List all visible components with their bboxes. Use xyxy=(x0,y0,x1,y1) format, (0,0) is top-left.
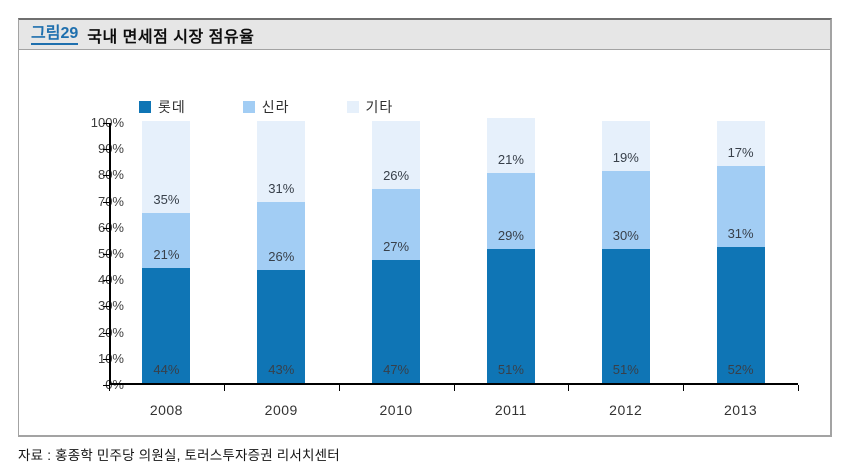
segment-shilla-2010: 27% xyxy=(372,189,421,260)
segment-etc-2008: 35% xyxy=(142,121,191,213)
x-axis-label-2013: 2013 xyxy=(724,402,758,418)
x-tick-mark xyxy=(223,385,225,391)
x-axis-label-2011: 2011 xyxy=(494,402,527,418)
segment-lotte-2008: 44% xyxy=(142,267,191,383)
x-tick-mark xyxy=(683,385,685,391)
segment-shilla-2013: 31% xyxy=(716,165,765,247)
segment-lotte-2009: 43% xyxy=(257,270,306,383)
y-tick-mark xyxy=(103,201,109,203)
bar-2012: 51% 30% 19% xyxy=(601,121,650,383)
x-axis-label-2009: 2009 xyxy=(264,402,298,418)
y-tick-mark xyxy=(103,254,109,255)
x-tick-mark xyxy=(798,385,799,391)
segment-value-label: 51% xyxy=(497,362,524,377)
x-tick-mark xyxy=(568,385,570,391)
bar-2009: 43% 26% 31% xyxy=(257,121,306,383)
segment-value-label: 43% xyxy=(268,362,295,377)
segment-shilla-2011: 29% xyxy=(486,173,535,250)
segment-etc-2009: 31% xyxy=(257,121,306,203)
segment-etc-2012: 19% xyxy=(601,121,650,171)
y-tick-mark xyxy=(103,123,109,124)
legend-swatch-lotte xyxy=(139,101,151,113)
segment-value-label: 47% xyxy=(383,362,410,377)
y-tick-mark xyxy=(103,227,109,229)
segment-value-label: 51% xyxy=(612,362,639,377)
y-tick-mark xyxy=(103,280,109,282)
segment-value-label: 30% xyxy=(612,228,639,244)
x-tick-mark xyxy=(109,385,110,391)
segment-value-label: 26% xyxy=(383,168,410,184)
legend-item-etc: 기타 xyxy=(346,97,394,117)
bar-2008: 44% 21% 35% xyxy=(142,121,191,383)
bar-2010: 47% 27% 26% xyxy=(372,121,421,383)
y-tick-mark xyxy=(103,175,109,177)
y-tick-mark xyxy=(103,332,109,334)
segment-value-label: 52% xyxy=(727,362,754,377)
segment-value-label: 26% xyxy=(268,249,295,265)
x-axis-label-2010: 2010 xyxy=(379,402,413,418)
legend-item-lotte: 롯데 xyxy=(139,97,186,117)
bar-2013: 52% 31% 17% xyxy=(716,121,765,383)
segment-value-label: 29% xyxy=(497,228,524,244)
legend-swatch-etc xyxy=(346,101,359,113)
segment-lotte-2013: 52% xyxy=(716,246,765,383)
chart-legend: 롯데 신라 기타 xyxy=(139,97,393,117)
segment-value-label: 19% xyxy=(612,149,639,165)
segment-value-label: 21% xyxy=(497,152,524,168)
segment-etc-2013: 17% xyxy=(716,121,765,166)
segment-shilla-2009: 26% xyxy=(257,202,306,271)
y-tick-mark xyxy=(103,149,109,151)
segment-value-label: 27% xyxy=(383,238,410,254)
x-axis-label-2012: 2012 xyxy=(609,402,643,418)
legend-swatch-shilla xyxy=(242,101,255,113)
segment-lotte-2011: 51% xyxy=(486,249,535,383)
segment-shilla-2012: 30% xyxy=(601,170,650,250)
x-axis-label-2008: 2008 xyxy=(149,402,183,418)
x-tick-mark xyxy=(338,385,340,391)
figure-header: 그림29 국내 면세점 시장 점유율 xyxy=(19,20,830,50)
segment-value-label: 31% xyxy=(727,225,754,241)
segment-value-label: 31% xyxy=(268,181,295,197)
segment-etc-2011: 21% xyxy=(486,118,535,174)
segment-shilla-2008: 21% xyxy=(142,212,191,268)
x-tick-mark xyxy=(453,385,455,391)
segment-value-label: 35% xyxy=(153,191,180,207)
legend-label: 롯데 xyxy=(158,99,186,115)
figure-title: 국내 면세점 시장 점유율 xyxy=(87,28,255,46)
bar-2011: 51% 29% 21% xyxy=(486,118,535,383)
segment-value-label: 21% xyxy=(153,246,180,262)
legend-item-shilla: 신라 xyxy=(242,97,290,117)
segment-etc-2010: 26% xyxy=(372,121,421,190)
y-tick-mark xyxy=(103,385,109,386)
chart-area: 롯데 신라 기타 0% 10% 20% 30% 40% 50% 60% 70% 80% 90% 100%… xyxy=(19,50,830,436)
figure-tag: 그림29 xyxy=(31,25,79,45)
y-tick-label: 100% xyxy=(90,115,124,130)
y-tick-mark xyxy=(103,306,109,308)
source-note: 자료 : 홍종학 민주당 의원실, 토러스투자증권 리서치센터 xyxy=(18,448,340,463)
segment-value-label: 44% xyxy=(153,362,180,377)
y-tick-mark xyxy=(103,358,109,360)
plot-area: 44% 21% 35% 43% 26% 31% 47% 27% 26% 51% 29% 21% 51% 3… xyxy=(109,118,798,385)
segment-value-label: 17% xyxy=(727,144,754,160)
segment-lotte-2010: 47% xyxy=(372,259,421,383)
figure-panel: 그림29 국내 면세점 시장 점유율 롯데 신라 기타 0% 10% 20% 30% 40%… xyxy=(18,18,832,437)
legend-label: 신라 xyxy=(261,99,290,115)
segment-lotte-2012: 51% xyxy=(601,249,650,383)
legend-label: 기타 xyxy=(365,99,394,115)
